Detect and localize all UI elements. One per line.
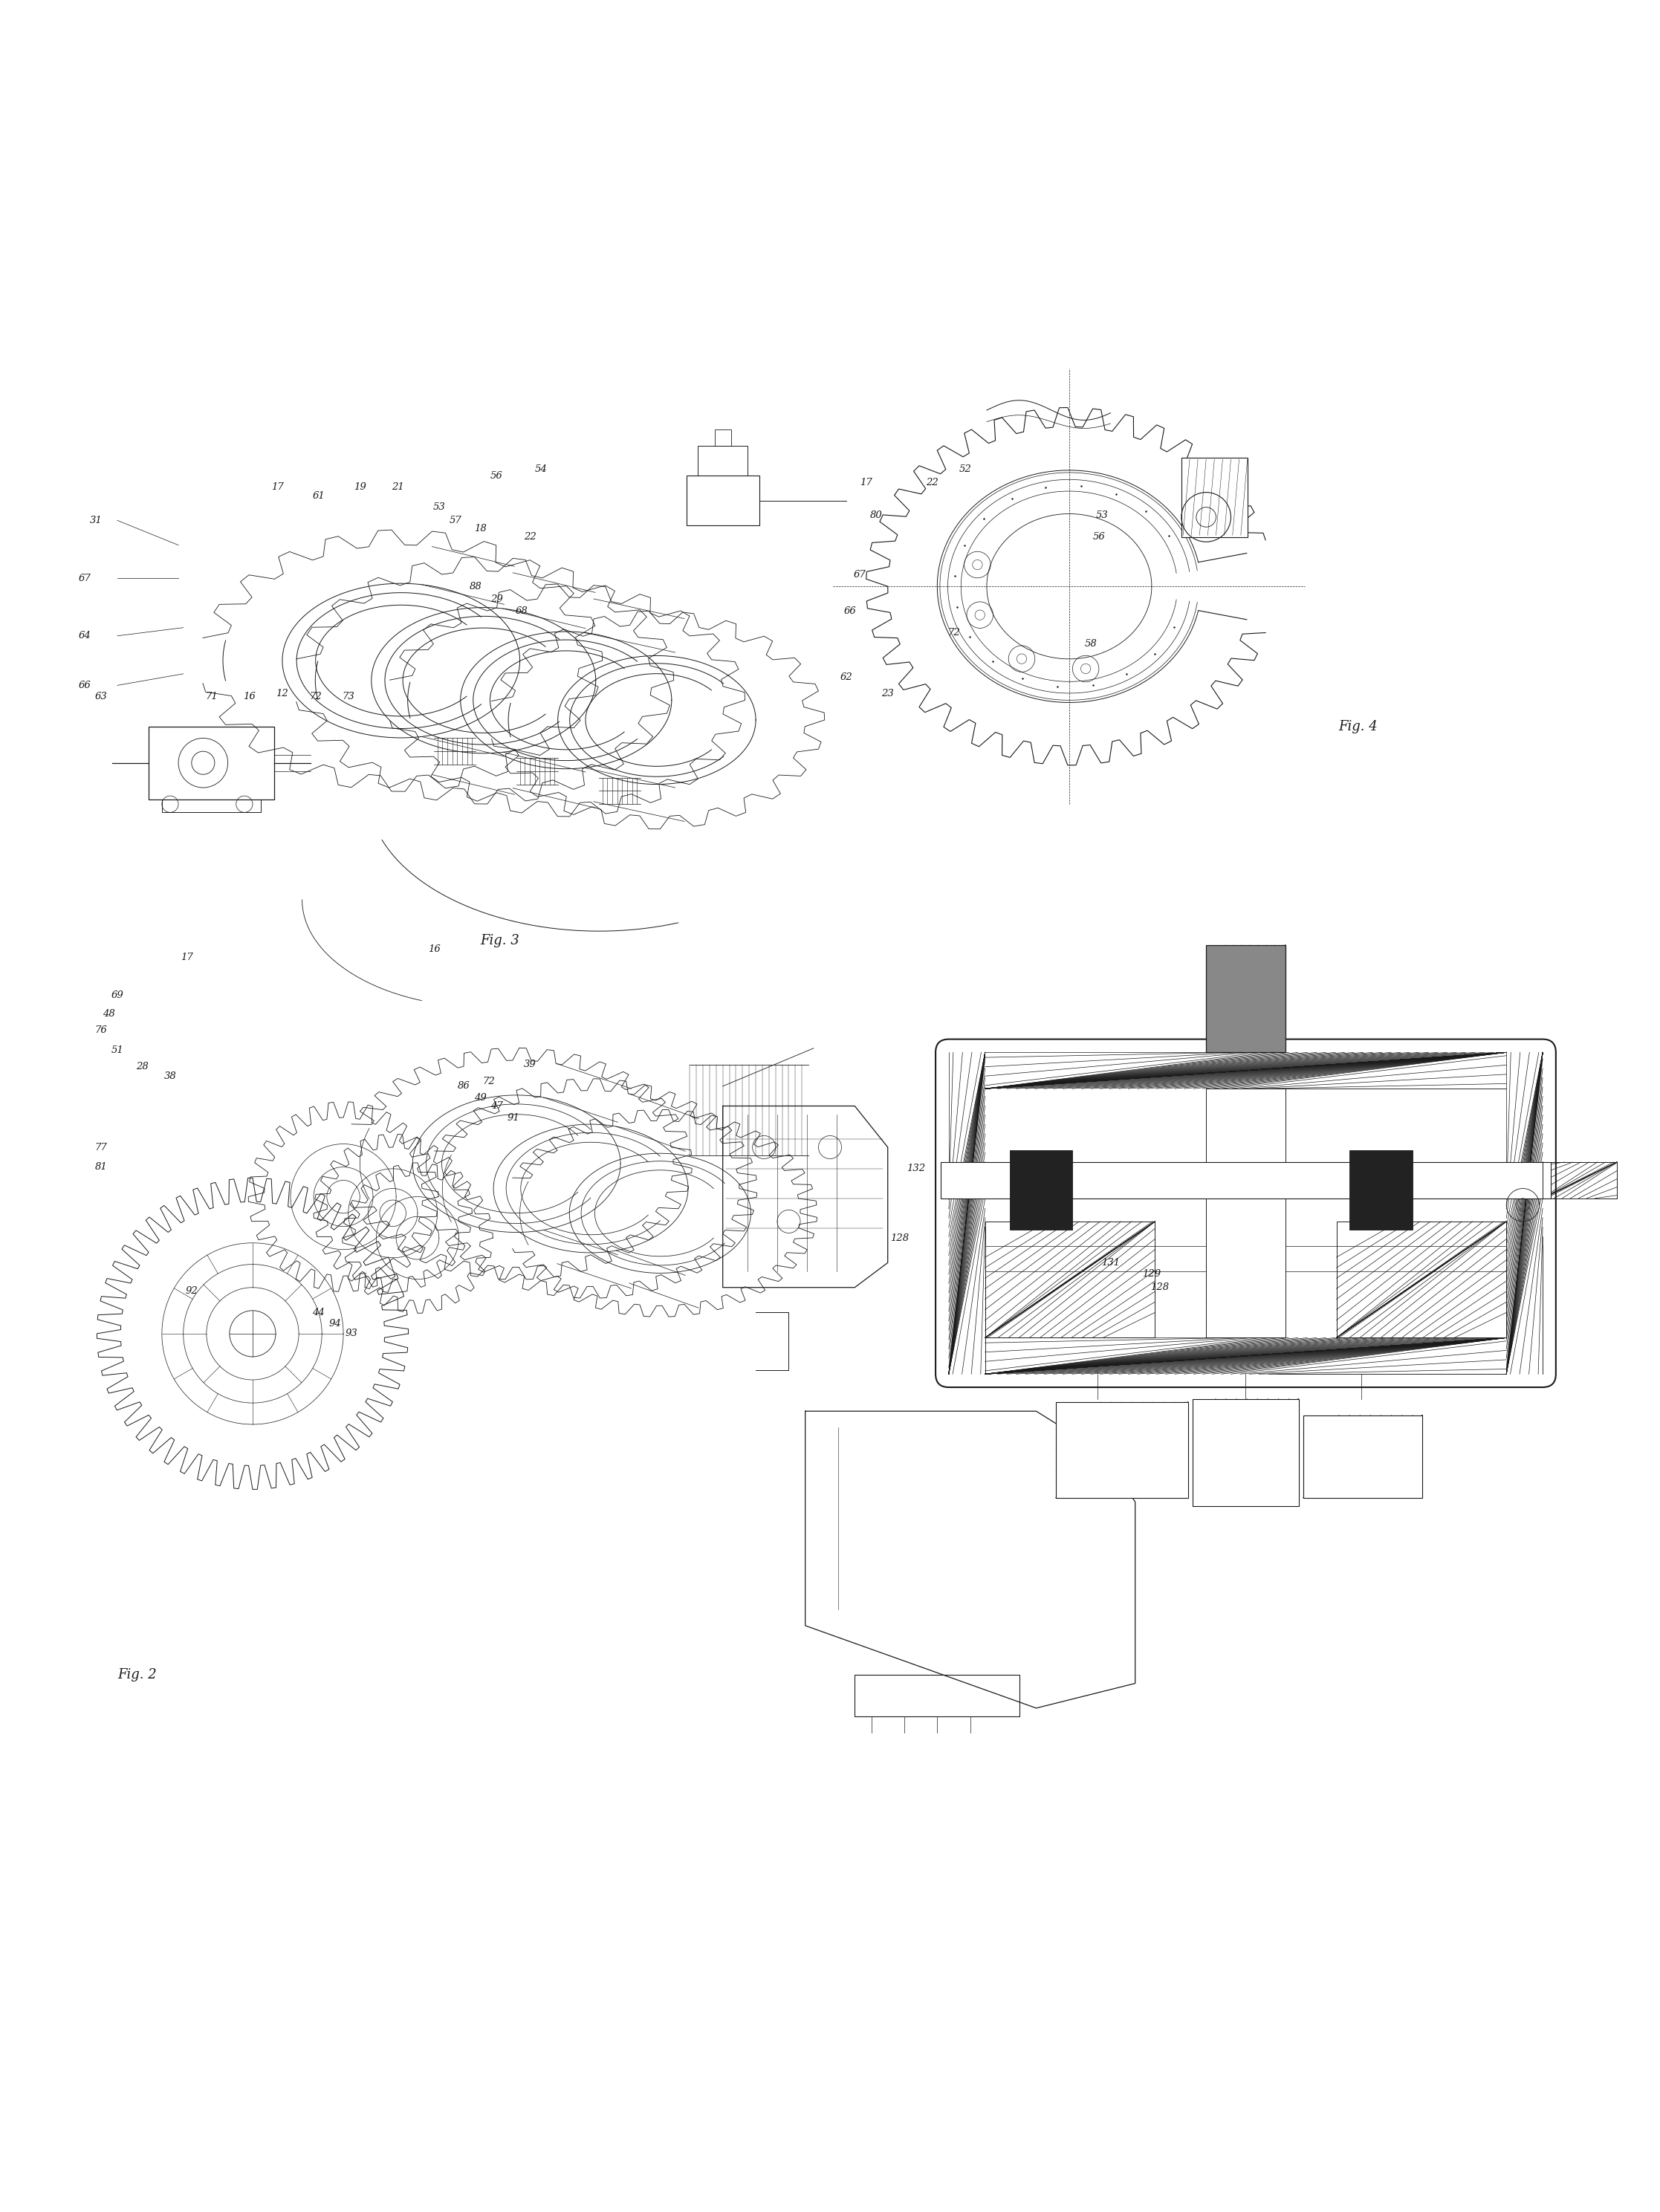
Text: 88: 88 (470, 582, 481, 591)
Text: 128: 128 (1150, 1283, 1169, 1292)
Bar (984, 1221, 1155, 1338)
Text: 12: 12 (276, 688, 289, 699)
Text: 16: 16 (242, 692, 256, 701)
Bar (149, 726, 274, 799)
Text: 71: 71 (206, 692, 217, 701)
Text: 131: 131 (1101, 1259, 1120, 1267)
Text: 38: 38 (164, 1071, 176, 1082)
Text: 77: 77 (95, 1141, 106, 1152)
Text: 22: 22 (926, 478, 938, 487)
Text: 92: 92 (186, 1285, 198, 1296)
Text: Fig. 22: Fig. 22 (1351, 1453, 1398, 1467)
Bar (687, 476, 759, 524)
Text: 49: 49 (475, 1093, 486, 1102)
Text: 67: 67 (78, 573, 91, 584)
Text: 81: 81 (95, 1161, 106, 1172)
Text: 61: 61 (312, 491, 325, 500)
Text: 72: 72 (483, 1077, 495, 1086)
Bar (697, 447, 747, 476)
Text: 128: 128 (890, 1232, 908, 1243)
Text: 44: 44 (312, 1307, 325, 1316)
Bar (1542, 1161, 1617, 1199)
Bar (1182, 458, 1247, 538)
Text: 91: 91 (506, 1113, 520, 1121)
Bar (855, 1674, 1019, 1717)
Text: 22: 22 (523, 533, 536, 542)
Bar (1056, 1402, 1189, 1498)
Text: Fig. 2: Fig. 2 (118, 1668, 156, 1681)
Text: 56: 56 (491, 471, 503, 480)
Text: 53: 53 (433, 502, 445, 511)
Text: 29: 29 (491, 595, 503, 604)
Text: 94: 94 (329, 1318, 342, 1329)
Text: 73: 73 (342, 692, 355, 701)
Text: 47: 47 (491, 1102, 503, 1110)
Bar (1336, 1221, 1506, 1338)
Text: 19: 19 (354, 482, 367, 493)
Text: 23: 23 (881, 688, 895, 699)
Text: Fig. 3: Fig. 3 (480, 933, 520, 947)
Bar (1350, 1150, 1413, 1230)
Text: 17: 17 (271, 482, 284, 493)
Text: 66: 66 (78, 681, 91, 690)
Text: 53: 53 (1096, 511, 1109, 520)
Text: 132: 132 (906, 1164, 925, 1175)
Bar (1207, 1088, 1285, 1338)
Text: 54: 54 (535, 465, 548, 473)
Text: 72: 72 (948, 628, 959, 637)
Bar (1207, 945, 1285, 1053)
Bar (714, 429, 730, 447)
Text: 80: 80 (870, 511, 883, 520)
Text: 31: 31 (90, 515, 103, 524)
Text: 72: 72 (309, 692, 322, 701)
Bar (163, 799, 261, 812)
Bar (1194, 1398, 1298, 1506)
Text: 76: 76 (95, 1026, 106, 1035)
Text: 17: 17 (181, 953, 193, 962)
Text: 129: 129 (1142, 1270, 1160, 1279)
Text: 51: 51 (111, 1044, 123, 1055)
Text: 86: 86 (458, 1082, 470, 1091)
Bar (941, 1161, 1550, 1199)
Text: 17: 17 (860, 478, 873, 487)
Text: Fig. 4: Fig. 4 (1338, 719, 1378, 732)
Text: 58: 58 (1084, 639, 1097, 648)
Text: 18: 18 (475, 524, 486, 533)
Text: 93: 93 (345, 1329, 359, 1338)
Text: 67: 67 (853, 571, 867, 580)
Text: 21: 21 (392, 482, 403, 493)
FancyBboxPatch shape (936, 1040, 1555, 1387)
Text: 28: 28 (136, 1062, 148, 1071)
Text: 68: 68 (515, 606, 528, 615)
Text: 69: 69 (111, 991, 123, 1000)
Text: 48: 48 (103, 1009, 115, 1018)
Text: 16: 16 (428, 945, 440, 953)
Bar (1303, 1416, 1423, 1498)
Text: 39: 39 (523, 1060, 536, 1071)
Text: 56: 56 (1092, 533, 1106, 542)
Text: 52: 52 (959, 465, 971, 473)
Bar (1009, 1150, 1072, 1230)
Text: 63: 63 (95, 692, 106, 701)
Text: 57: 57 (450, 515, 461, 524)
Text: 64: 64 (78, 630, 91, 641)
Text: 66: 66 (843, 606, 857, 615)
Text: 62: 62 (840, 672, 853, 681)
